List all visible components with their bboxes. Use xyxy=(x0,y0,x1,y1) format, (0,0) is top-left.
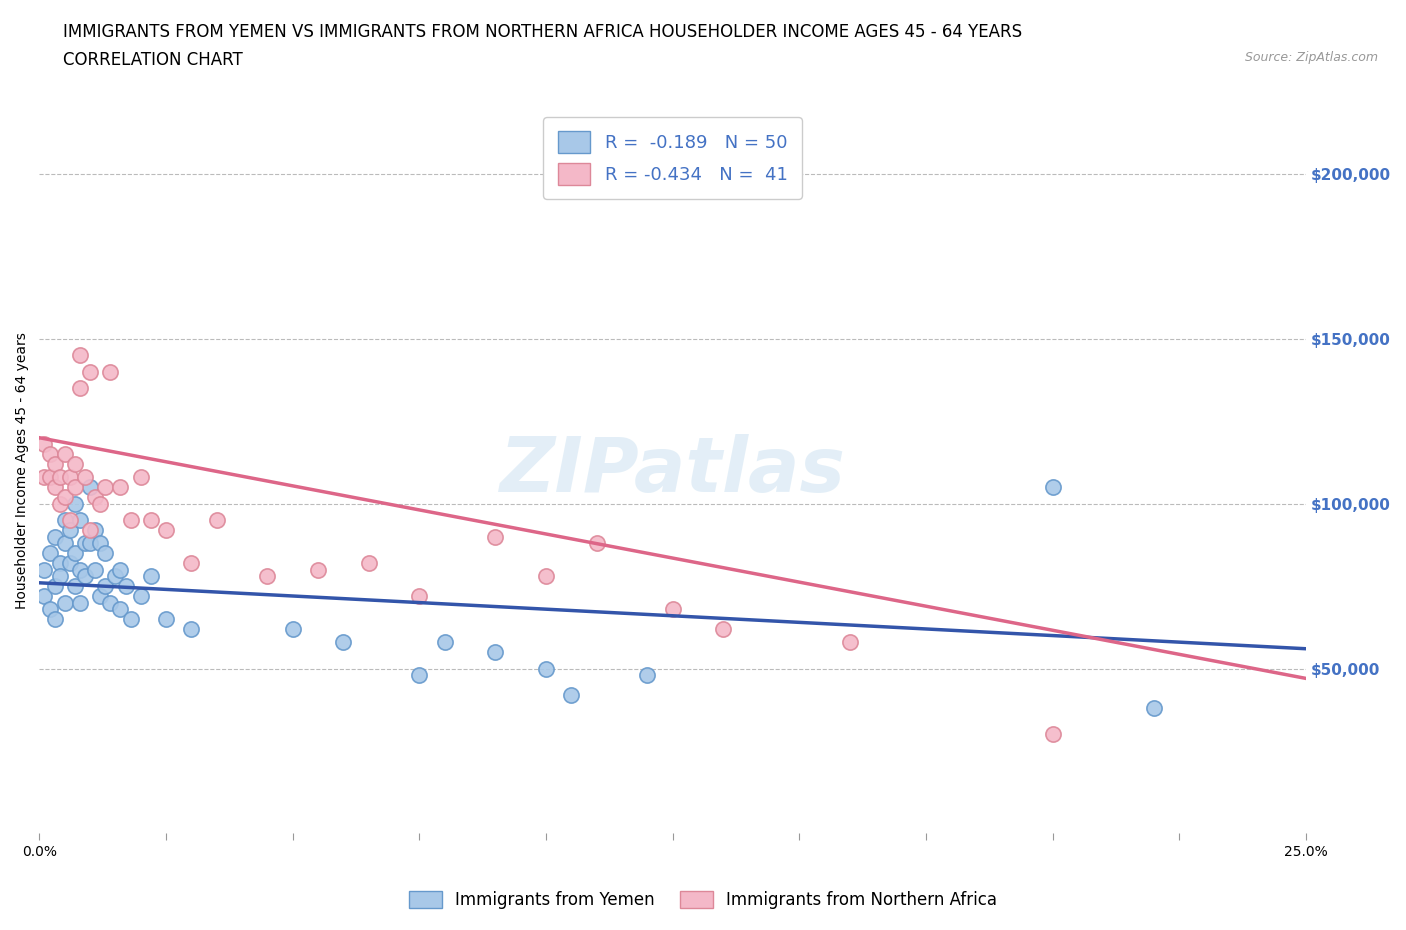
Point xyxy=(484,529,506,544)
Point xyxy=(129,589,152,604)
Point xyxy=(94,546,117,561)
Point xyxy=(34,562,56,577)
Point xyxy=(73,569,96,584)
Point xyxy=(120,612,142,627)
Point xyxy=(89,589,111,604)
Point xyxy=(34,589,56,604)
Point xyxy=(89,536,111,551)
Point xyxy=(110,480,132,495)
Point xyxy=(79,365,101,379)
Point xyxy=(661,602,683,617)
Point xyxy=(155,523,177,538)
Point xyxy=(73,470,96,485)
Point xyxy=(44,457,66,472)
Point xyxy=(63,546,86,561)
Point xyxy=(281,621,304,636)
Point xyxy=(44,480,66,495)
Point xyxy=(69,348,91,363)
Point xyxy=(44,612,66,627)
Point xyxy=(63,480,86,495)
Point xyxy=(59,523,82,538)
Point xyxy=(79,523,101,538)
Point xyxy=(53,446,76,461)
Point xyxy=(59,470,82,485)
Point xyxy=(84,523,107,538)
Point xyxy=(79,480,101,495)
Point xyxy=(89,497,111,512)
Point xyxy=(711,621,734,636)
Point xyxy=(53,489,76,504)
Point xyxy=(59,512,82,527)
Point xyxy=(180,555,202,570)
Point xyxy=(180,621,202,636)
Point xyxy=(433,634,456,649)
Point xyxy=(48,569,70,584)
Point xyxy=(79,536,101,551)
Point xyxy=(48,470,70,485)
Point xyxy=(63,497,86,512)
Text: Source: ZipAtlas.com: Source: ZipAtlas.com xyxy=(1244,51,1378,64)
Point xyxy=(636,668,658,683)
Point xyxy=(69,562,91,577)
Point xyxy=(129,470,152,485)
Point xyxy=(98,595,121,610)
Point xyxy=(53,536,76,551)
Point xyxy=(98,365,121,379)
Point xyxy=(110,602,132,617)
Y-axis label: Householder Income Ages 45 - 64 years: Householder Income Ages 45 - 64 years xyxy=(15,332,30,609)
Legend: R =  -0.189   N = 50, R = -0.434   N =  41: R = -0.189 N = 50, R = -0.434 N = 41 xyxy=(543,117,801,199)
Point xyxy=(38,546,60,561)
Point xyxy=(110,562,132,577)
Point xyxy=(585,536,607,551)
Point xyxy=(357,555,380,570)
Point xyxy=(69,595,91,610)
Point xyxy=(408,668,430,683)
Point xyxy=(38,602,60,617)
Point xyxy=(48,497,70,512)
Point xyxy=(534,569,557,584)
Point xyxy=(139,569,162,584)
Point xyxy=(63,578,86,593)
Text: IMMIGRANTS FROM YEMEN VS IMMIGRANTS FROM NORTHERN AFRICA HOUSEHOLDER INCOME AGES: IMMIGRANTS FROM YEMEN VS IMMIGRANTS FROM… xyxy=(63,23,1022,41)
Point xyxy=(34,437,56,452)
Point xyxy=(1042,480,1064,495)
Point xyxy=(44,578,66,593)
Point xyxy=(48,555,70,570)
Point xyxy=(560,687,582,702)
Point xyxy=(44,529,66,544)
Point xyxy=(53,595,76,610)
Point xyxy=(139,512,162,527)
Point xyxy=(1143,700,1166,715)
Point xyxy=(73,536,96,551)
Point xyxy=(120,512,142,527)
Point xyxy=(205,512,228,527)
Point xyxy=(84,489,107,504)
Point xyxy=(59,555,82,570)
Point xyxy=(69,512,91,527)
Point xyxy=(69,380,91,395)
Point xyxy=(84,562,107,577)
Point xyxy=(307,562,329,577)
Point xyxy=(256,569,278,584)
Point xyxy=(94,578,117,593)
Point xyxy=(332,634,354,649)
Point xyxy=(104,569,127,584)
Point xyxy=(1042,727,1064,742)
Point xyxy=(94,480,117,495)
Point xyxy=(114,578,136,593)
Point xyxy=(34,470,56,485)
Point xyxy=(484,644,506,659)
Point xyxy=(63,457,86,472)
Point xyxy=(534,661,557,676)
Point xyxy=(38,446,60,461)
Point xyxy=(408,589,430,604)
Legend: Immigrants from Yemen, Immigrants from Northern Africa: Immigrants from Yemen, Immigrants from N… xyxy=(401,883,1005,917)
Point xyxy=(839,634,862,649)
Text: CORRELATION CHART: CORRELATION CHART xyxy=(63,51,243,69)
Point xyxy=(53,512,76,527)
Text: ZIPatlas: ZIPatlas xyxy=(499,433,846,508)
Point xyxy=(155,612,177,627)
Point xyxy=(38,470,60,485)
